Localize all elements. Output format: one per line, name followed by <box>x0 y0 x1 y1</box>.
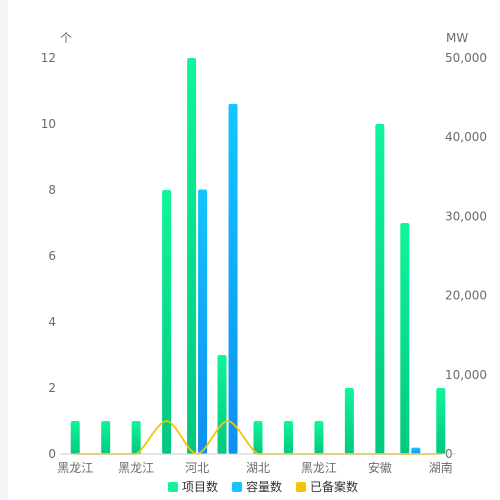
chart-card: 个 MW 0 2 4 6 8 10 12 0 10,000 20,000 30,000 40,000… <box>8 0 500 500</box>
bar-project-count[interactable] <box>375 124 385 454</box>
bar-capacity[interactable] <box>198 189 208 455</box>
x-tick-label: 湖北 <box>246 460 270 475</box>
bar-project-count[interactable] <box>187 58 197 454</box>
bar-project-count[interactable] <box>253 421 263 454</box>
left-tick-label: 0 <box>48 447 56 461</box>
legend-swatch <box>296 482 306 492</box>
x-tick-label: 黑龙江 <box>301 461 337 475</box>
bar-project-count[interactable] <box>101 421 111 454</box>
legend-label[interactable]: 容量数 <box>246 479 282 494</box>
left-tick-label: 4 <box>48 315 56 329</box>
x-tick-label: 湖南 <box>429 460 453 475</box>
right-tick-label: 10,000 <box>445 368 487 382</box>
bars-layer <box>70 58 446 455</box>
legend-label[interactable]: 已备案数 <box>310 479 358 494</box>
bar-capacity[interactable] <box>228 103 238 454</box>
left-tick-label: 8 <box>48 183 56 197</box>
bar-capacity[interactable] <box>411 447 421 454</box>
left-tick-label: 2 <box>48 381 56 395</box>
left-tick-label: 10 <box>41 117 56 131</box>
x-tick-label: 黑龙江 <box>118 461 154 475</box>
right-tick-label: 40,000 <box>445 130 487 144</box>
bar-project-count[interactable] <box>283 421 293 454</box>
legend-label[interactable]: 项目数 <box>182 479 218 494</box>
bar-project-count[interactable] <box>436 388 446 454</box>
right-tick-label: 50,000 <box>445 51 487 65</box>
bar-project-count[interactable] <box>217 355 227 454</box>
legend: 项目数 容量数 已备案数 <box>168 479 358 494</box>
left-tick-label: 6 <box>48 249 56 263</box>
right-tick-label: 20,000 <box>445 289 487 303</box>
x-tick-label: 安徽 <box>368 460 392 475</box>
legend-swatch <box>232 482 242 492</box>
right-axis-unit: MW <box>446 31 468 45</box>
legend-swatch <box>168 482 178 492</box>
bar-project-count[interactable] <box>344 388 354 454</box>
x-tick-label: 河北 <box>185 461 209 475</box>
bar-project-count[interactable] <box>131 421 141 454</box>
bar-project-count[interactable] <box>314 421 324 454</box>
combo-chart: 个 MW 0 2 4 6 8 10 12 0 10,000 20,000 30,000 40,000… <box>41 31 487 494</box>
x-tick-label: 黑龙江 <box>57 461 93 475</box>
right-tick-label: 30,000 <box>445 209 487 223</box>
bar-project-count[interactable] <box>400 223 410 454</box>
bar-project-count[interactable] <box>70 421 80 454</box>
left-axis-unit: 个 <box>60 31 72 45</box>
x-axis-ticks: 黑龙江 黑龙江 河北 湖北 黑龙江 安徽 湖南 <box>57 460 453 475</box>
bar-project-count[interactable] <box>162 190 172 454</box>
left-tick-label: 12 <box>41 51 56 65</box>
left-axis-ticks: 0 2 4 6 8 10 12 <box>41 51 56 461</box>
